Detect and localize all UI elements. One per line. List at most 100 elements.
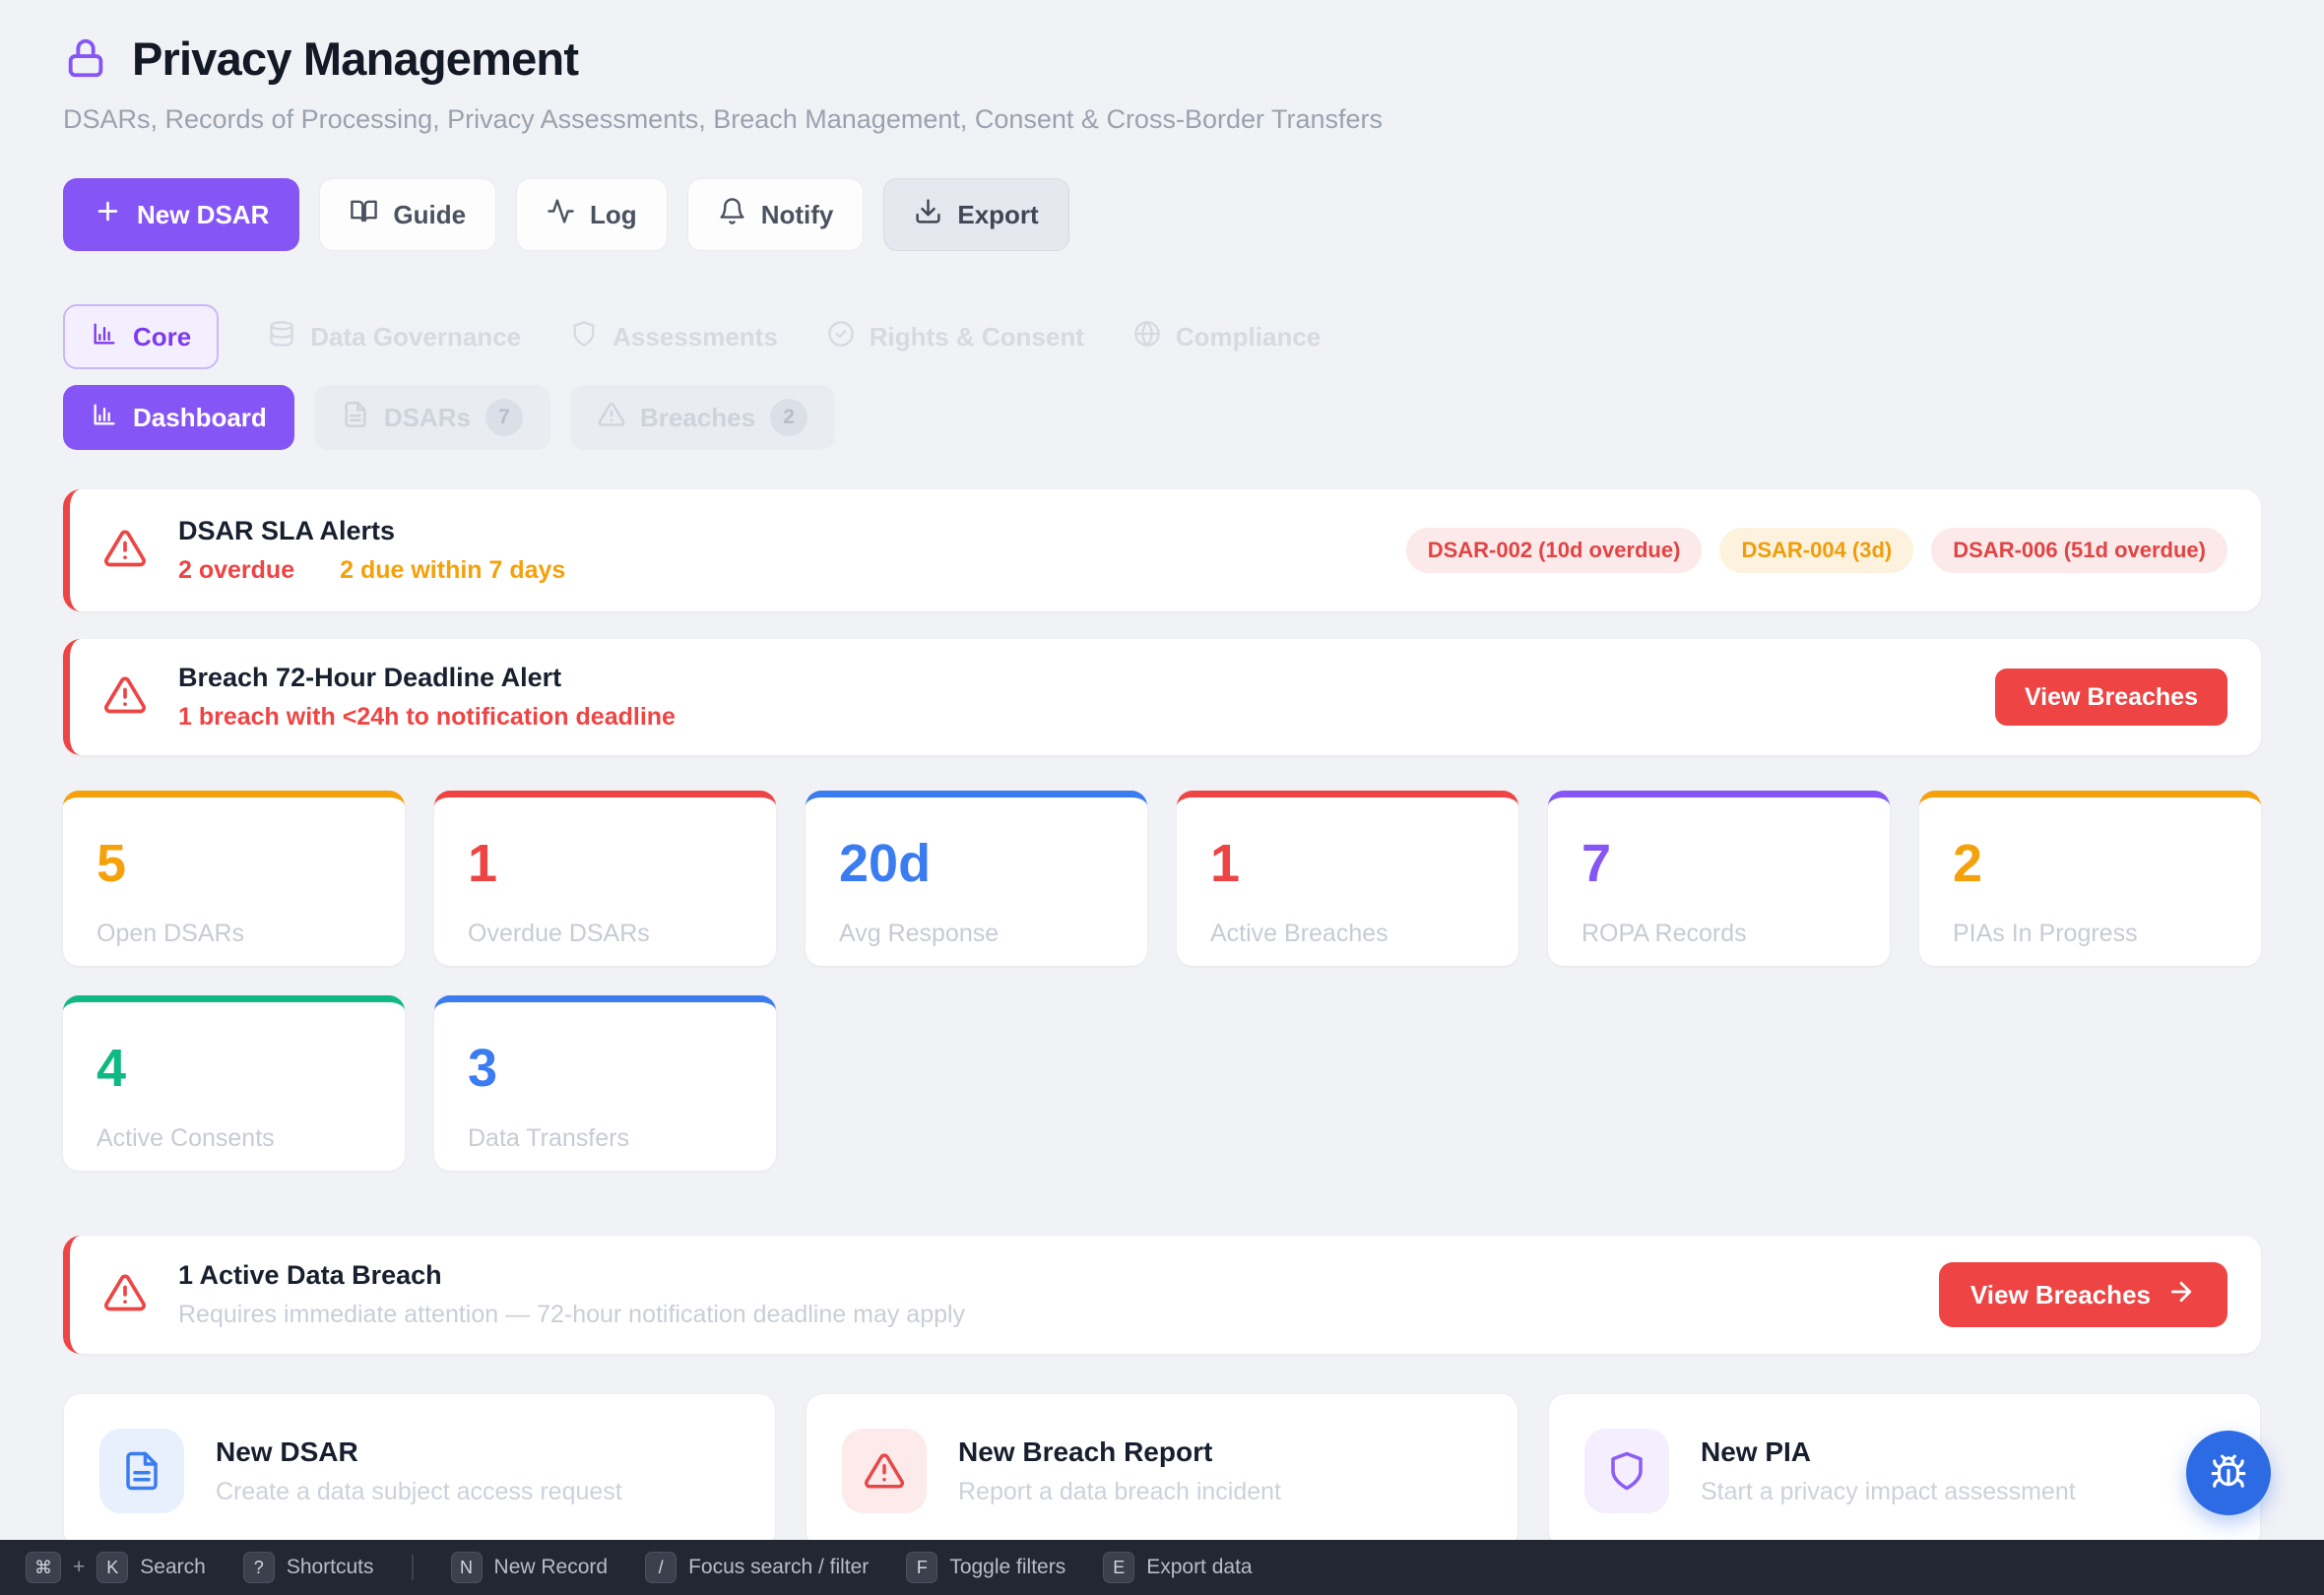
shortcut-search[interactable]: ⌘ + K Search — [26, 1552, 206, 1583]
globe-icon — [1133, 320, 1161, 354]
lock-icon — [63, 35, 108, 81]
n-key: N — [450, 1552, 483, 1583]
shield-icon — [570, 320, 598, 354]
shortcut-export-data[interactable]: E Export data — [1103, 1552, 1253, 1583]
file-text-icon — [99, 1429, 184, 1513]
shortcut-shortcuts[interactable]: ? Shortcuts — [242, 1552, 374, 1583]
stat-card-avg-response[interactable]: 20d Avg Response — [806, 791, 1147, 966]
toolbar: New DSAR Guide Log Notify Export — [63, 178, 2261, 251]
action-title: New DSAR — [216, 1436, 358, 1467]
stat-cards-grid: 5 Open DSARs 1 Overdue DSARs 20d Avg Res… — [63, 791, 2261, 1171]
tab-assessments[interactable]: Assessments — [570, 320, 778, 354]
new-breach-report-card-text: New Breach Report Report a data breach i… — [958, 1436, 1281, 1506]
alert-triangle-icon — [103, 673, 147, 722]
action-subtitle: Report a data breach incident — [958, 1477, 1281, 1505]
page-title: Privacy Management — [132, 32, 579, 85]
alert-triangle-icon — [103, 527, 147, 575]
bar-chart-icon — [91, 320, 118, 354]
tab-core-label: Core — [133, 321, 192, 351]
question-key: ? — [242, 1552, 275, 1583]
action-title: New Breach Report — [958, 1436, 1213, 1467]
view-breaches-button[interactable]: View Breaches — [1994, 669, 2227, 726]
notify-label: Notify — [760, 199, 834, 229]
k-key: K — [97, 1552, 129, 1583]
sla-alert-badges: DSAR-002 (10d overdue) DSAR-004 (3d) DSA… — [1405, 528, 2227, 573]
page-subtitle: DSARs, Records of Processing, Privacy As… — [63, 104, 1384, 134]
dsar-badge[interactable]: DSAR-006 (51d overdue) — [1931, 528, 2227, 573]
shortcuts-label: Shortcuts — [286, 1556, 374, 1578]
stat-label: Active Consents — [97, 1124, 275, 1152]
log-button[interactable]: Log — [516, 178, 668, 251]
export-data-label: Export data — [1146, 1556, 1253, 1578]
subtab-dsars[interactable]: DSARs 7 — [313, 385, 550, 450]
new-dsar-label: New DSAR — [137, 199, 270, 229]
export-label: Export — [957, 199, 1039, 229]
status-bar: ⌘ + K Search ? Shortcuts N New Record / … — [0, 1540, 2324, 1595]
shortcut-toggle-filters[interactable]: F Toggle filters — [906, 1552, 1065, 1583]
action-title: New PIA — [1701, 1436, 1812, 1467]
new-dsar-card[interactable]: New DSAR Create a data subject access re… — [63, 1393, 776, 1549]
notify-button[interactable]: Notify — [686, 178, 865, 251]
stat-value: 7 — [1582, 834, 1612, 893]
stat-value: 1 — [468, 834, 498, 893]
toggle-filters-label: Toggle filters — [949, 1556, 1066, 1578]
stat-card-ropa-records[interactable]: 7 ROPA Records — [1548, 791, 1890, 966]
subtab-dashboard[interactable]: Dashboard — [63, 385, 294, 450]
guide-label: Guide — [393, 199, 467, 229]
stat-label: Data Transfers — [468, 1124, 629, 1152]
shield-icon — [1584, 1429, 1669, 1513]
stat-card-open-dsars[interactable]: 5 Open DSARs — [63, 791, 405, 966]
stat-value: 20d — [839, 834, 932, 893]
subtab-breaches[interactable]: Breaches 2 — [569, 385, 836, 450]
export-button[interactable]: Export — [883, 178, 1069, 251]
breach-alert-title: Breach 72-Hour Deadline Alert — [178, 663, 562, 692]
breaches-count-badge: 2 — [770, 399, 808, 436]
view-breaches-button[interactable]: View Breaches — [1938, 1262, 2227, 1327]
tab-data-governance[interactable]: Data Governance — [268, 320, 521, 354]
stat-label: ROPA Records — [1582, 920, 1747, 947]
tab-compliance-label: Compliance — [1175, 321, 1322, 351]
shortcut-new-record[interactable]: N New Record — [450, 1552, 608, 1583]
breach-alert-text: Breach 72-Hour Deadline Alert 1 breach w… — [178, 663, 676, 732]
stat-label: Open DSARs — [97, 920, 245, 947]
sub-tabs: Dashboard DSARs 7 Breaches 2 — [63, 385, 2261, 450]
shortcut-focus-search[interactable]: / Focus search / filter — [645, 1552, 869, 1583]
new-pia-card[interactable]: New PIA Start a privacy impact assessmen… — [1548, 1393, 2261, 1549]
stat-card-pias-in-progress[interactable]: 2 PIAs In Progress — [1919, 791, 2261, 966]
action-subtitle: Start a privacy impact assessment — [1701, 1477, 2076, 1505]
page-header: Privacy Management — [63, 30, 2261, 87]
alert-triangle-icon — [842, 1429, 927, 1513]
dsar-badge[interactable]: DSAR-004 (3d) — [1719, 528, 1914, 573]
stat-card-active-consents[interactable]: 4 Active Consents — [63, 995, 405, 1171]
tab-data-governance-label: Data Governance — [310, 321, 522, 351]
tab-rights-consent[interactable]: Rights & Consent — [827, 320, 1084, 354]
stat-card-data-transfers[interactable]: 3 Data Transfers — [434, 995, 776, 1171]
stat-value: 2 — [1953, 834, 1983, 893]
new-breach-report-card[interactable]: New Breach Report Report a data breach i… — [806, 1393, 1518, 1549]
active-breach-message: Requires immediate attention — 72-hour n… — [178, 1301, 966, 1328]
tab-core[interactable]: Core — [63, 304, 220, 369]
search-label: Search — [140, 1556, 206, 1578]
stat-value: 3 — [468, 1039, 498, 1098]
debug-fab-button[interactable] — [2186, 1431, 2271, 1515]
arrow-right-icon — [2166, 1277, 2196, 1313]
bug-icon — [2210, 1453, 2247, 1494]
sla-overdue-count: 2 overdue — [178, 556, 295, 584]
alert-triangle-icon — [598, 401, 625, 435]
new-dsar-card-text: New DSAR Create a data subject access re… — [216, 1436, 622, 1506]
dsar-sla-alert-banner: DSAR SLA Alerts 2 overdue 2 due within 7… — [63, 489, 2261, 611]
alert-triangle-icon — [103, 1271, 147, 1319]
active-breach-alert-banner: 1 Active Data Breach Requires immediate … — [63, 1236, 2261, 1354]
breach-alert-message: 1 breach with <24h to notification deadl… — [178, 703, 676, 731]
guide-button[interactable]: Guide — [319, 178, 497, 251]
stat-card-active-breaches[interactable]: 1 Active Breaches — [1177, 791, 1518, 966]
stat-card-overdue-dsars[interactable]: 1 Overdue DSARs — [434, 791, 776, 966]
active-breach-title: 1 Active Data Breach — [178, 1260, 442, 1290]
dsar-badge[interactable]: DSAR-002 (10d overdue) — [1405, 528, 1703, 573]
log-label: Log — [590, 199, 637, 229]
new-dsar-button[interactable]: New DSAR — [63, 178, 300, 251]
database-icon — [268, 320, 295, 354]
tab-compliance[interactable]: Compliance — [1133, 320, 1321, 354]
file-text-icon — [342, 401, 369, 435]
slash-key: / — [645, 1552, 678, 1583]
